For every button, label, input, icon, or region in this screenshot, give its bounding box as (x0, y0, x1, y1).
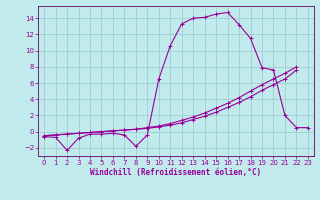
X-axis label: Windchill (Refroidissement éolien,°C): Windchill (Refroidissement éolien,°C) (91, 168, 261, 177)
